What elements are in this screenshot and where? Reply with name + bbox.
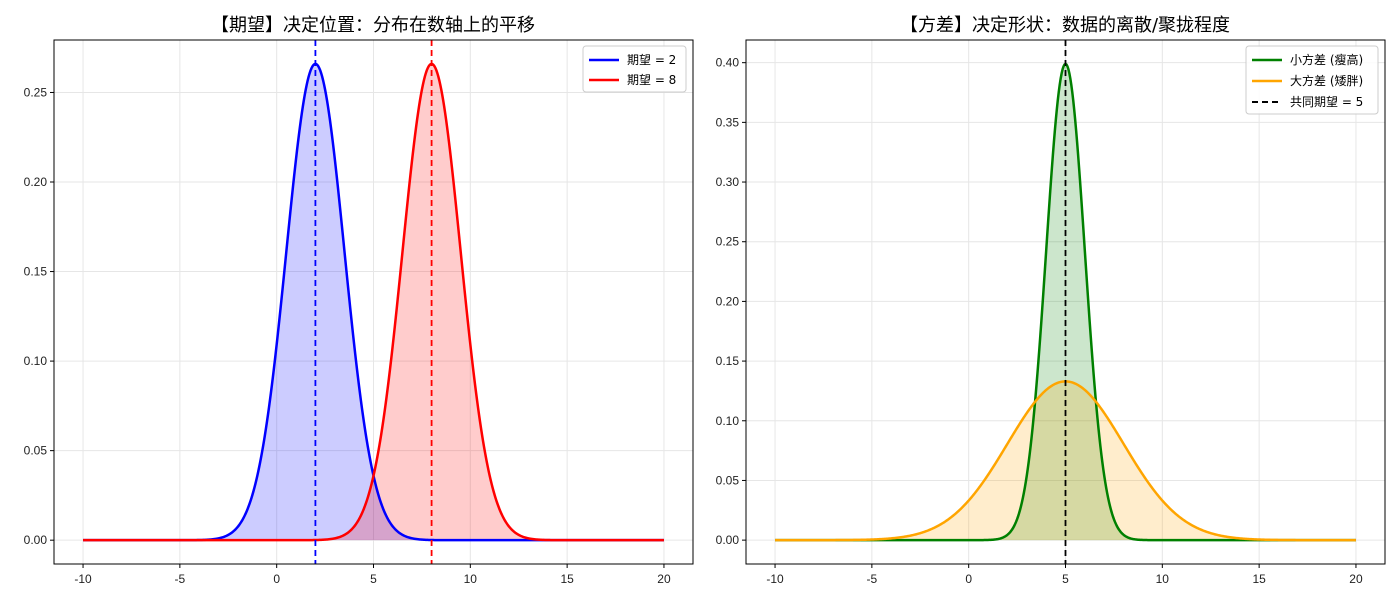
y-tick-label: 0.25 — [24, 85, 48, 99]
legend-label-common-mean: 共同期望 = 5 — [1290, 95, 1363, 109]
right-legend: 小方差 (瘦高) 大方差 (矮胖) 共同期望 = 5 — [1245, 45, 1379, 115]
y-tick-label: 0.05 — [716, 473, 740, 487]
left-y-axis: 0.00 0.05 0.10 0.15 0.20 0.25 — [24, 85, 54, 547]
y-tick-label: 0.15 — [716, 354, 740, 368]
y-tick-label: 0.35 — [716, 115, 740, 129]
x-tick-label: 15 — [560, 572, 574, 586]
x-tick-label: 5 — [1062, 572, 1069, 586]
x-tick-label: -10 — [74, 572, 92, 586]
x-tick-label: 0 — [965, 572, 972, 586]
x-tick-label: -10 — [766, 572, 784, 586]
right-legend-box — [1245, 45, 1379, 115]
right-chart-panel: 【方差】决定形状：数据的离散/聚拢程度 -10 -5 0 5 10 15 20 0.000.… — [716, 15, 1386, 586]
x-tick-label: 0 — [273, 572, 280, 586]
x-tick-label: -5 — [175, 572, 186, 586]
legend-label-mean-8: 期望 = 8 — [627, 73, 676, 87]
y-tick-label: 0.40 — [716, 56, 740, 70]
left-legend: 期望 = 2 期望 = 8 — [582, 45, 687, 93]
y-tick-label: 0.10 — [716, 414, 740, 428]
y-tick-label: 0.20 — [24, 175, 48, 189]
left-x-axis: -10 -5 0 5 10 15 20 — [74, 564, 671, 586]
left-curves — [83, 62, 664, 542]
legend-label-large-variance: 大方差 (矮胖) — [1290, 73, 1363, 88]
x-tick-label: 20 — [1349, 572, 1363, 586]
right-x-axis: -10 -5 0 5 10 15 20 — [766, 564, 1363, 586]
legend-label-mean-2: 期望 = 2 — [627, 53, 676, 67]
y-tick-label: 0.10 — [24, 354, 48, 368]
y-tick-label: 0.00 — [716, 533, 740, 547]
right-y-axis: 0.00 0.05 0.10 0.15 0.20 0.25 0.30 0.35 0.40 — [716, 56, 746, 547]
x-tick-label: 10 — [1156, 572, 1170, 586]
x-tick-label: 20 — [657, 572, 671, 586]
y-tick-label: 0.15 — [24, 265, 48, 279]
left-chart-title: 【期望】决定位置：分布在数轴上的平移 — [211, 15, 535, 36]
x-tick-label: 10 — [464, 572, 478, 586]
y-tick-label: 0.30 — [716, 175, 740, 189]
y-tick-label: 0.25 — [716, 235, 740, 249]
left-chart-panel: 【期望】决定位置：分布在数轴上的平移 -10 -5 0 5 10 15 20 0.000.0… — [24, 15, 694, 586]
legend-label-small-variance: 小方差 (瘦高) — [1290, 52, 1363, 67]
y-tick-label: 0.05 — [24, 444, 48, 458]
right-chart-title: 【方差】决定形状：数据的离散/聚拢程度 — [900, 15, 1230, 36]
y-tick-label: 0.20 — [716, 294, 740, 308]
x-tick-label: 15 — [1252, 572, 1266, 586]
left-mean-lines — [314, 40, 433, 564]
y-tick-label: 0.00 — [24, 533, 48, 547]
x-tick-label: 5 — [370, 572, 377, 586]
x-tick-label: -5 — [867, 572, 878, 586]
series-curve — [83, 62, 664, 542]
